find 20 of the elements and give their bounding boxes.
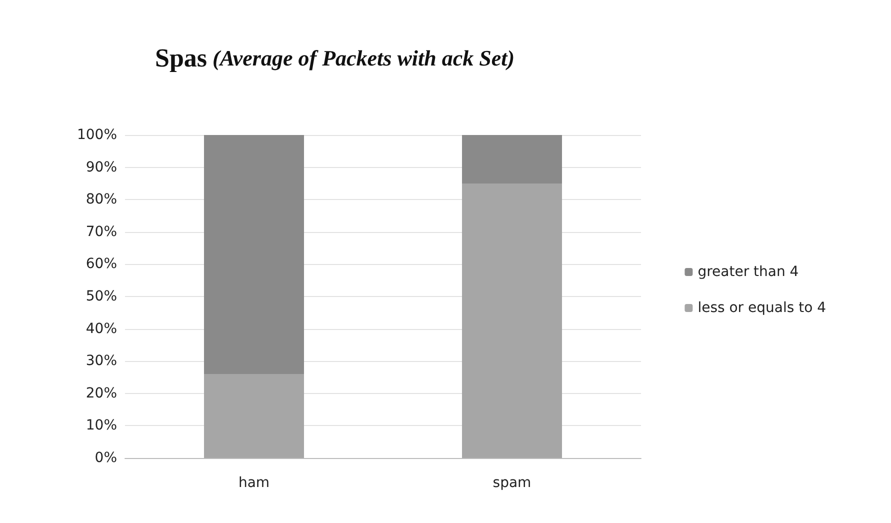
bar <box>204 135 304 374</box>
bar <box>462 135 562 184</box>
y-tick-label: 60% <box>86 256 117 272</box>
y-tick-label: 80% <box>86 192 117 208</box>
y-tick-label: 30% <box>86 353 117 370</box>
chart-title: Spas (Average of Packets with ack Set) <box>155 44 515 72</box>
y-tick-label: 70% <box>86 224 117 240</box>
y-tick-label: 100% <box>76 127 117 143</box>
legend-label: less or equals to 4 <box>698 300 826 316</box>
y-tick-label: 10% <box>86 418 117 434</box>
x-tick-label: ham <box>238 475 270 491</box>
bar <box>204 374 304 458</box>
legend-label: greater than 4 <box>698 264 799 280</box>
y-tick-label: 0% <box>94 450 117 466</box>
x-tick-label: spam <box>492 475 532 491</box>
bar <box>462 183 562 458</box>
y-tick-label: 40% <box>86 320 117 337</box>
y-tick-label: 50% <box>86 288 117 304</box>
y-tick-label: 90% <box>86 159 117 176</box>
y-tick-label: 20% <box>86 385 117 402</box>
